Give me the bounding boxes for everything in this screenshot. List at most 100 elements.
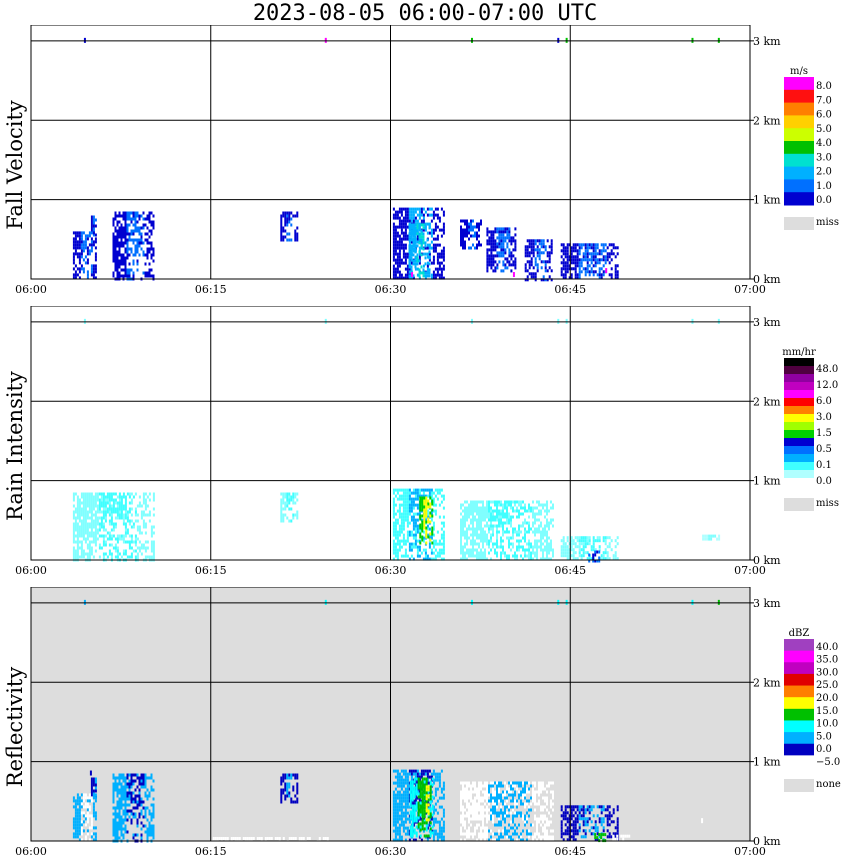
echo-cell xyxy=(496,539,498,543)
echo-cell xyxy=(136,244,139,248)
echo-cell xyxy=(130,773,133,777)
echo-cell xyxy=(426,274,429,278)
echo-cell xyxy=(440,533,443,537)
echo-cell xyxy=(544,557,546,561)
echo-cell xyxy=(82,805,85,809)
echo-cell xyxy=(122,268,125,272)
echo-cell xyxy=(486,781,488,785)
echo-cell xyxy=(421,824,424,828)
echo-cell xyxy=(500,823,502,827)
echo-cell xyxy=(90,546,93,550)
echo-cell xyxy=(594,559,597,563)
echo-cell xyxy=(136,211,139,215)
echo-cell xyxy=(496,784,498,788)
echo-cell xyxy=(542,533,544,537)
echo-cell xyxy=(110,516,113,520)
echo-cell xyxy=(88,243,91,247)
echo-cell xyxy=(80,820,83,824)
echo-cell xyxy=(124,256,127,260)
echo-cell xyxy=(282,229,285,233)
echo-cell xyxy=(122,833,125,837)
echo-cell xyxy=(420,265,423,269)
echo-cell xyxy=(136,250,139,254)
echo-cell xyxy=(424,210,427,214)
echo-cell xyxy=(534,515,536,519)
echo-cell xyxy=(138,217,141,221)
fall-velocity-panel: Fall Velocity 06:00 06:15 06:30 06:45 07:00 0… xyxy=(0,25,850,305)
echo-cell xyxy=(492,524,494,528)
echo-cell xyxy=(136,519,139,523)
echo-cell xyxy=(460,225,462,229)
echo-region xyxy=(280,773,299,804)
echo-cell xyxy=(425,792,428,796)
echo-cell xyxy=(402,781,405,785)
echo-cell xyxy=(528,272,531,276)
echo-cell xyxy=(404,796,407,800)
echo-cell xyxy=(402,796,405,800)
echo-cell xyxy=(530,557,532,561)
echo-cell xyxy=(280,214,283,218)
echo-cell xyxy=(140,510,143,514)
colorbar-label: 5.0 xyxy=(816,124,832,135)
echo-cell xyxy=(496,254,499,258)
echo-cell xyxy=(524,790,526,794)
echo-cell xyxy=(98,498,101,502)
colorbar-swatch xyxy=(784,470,814,479)
echo-cell xyxy=(498,524,500,528)
echo-cell xyxy=(494,500,496,504)
echo-cell xyxy=(414,256,417,260)
echo-cell xyxy=(586,249,589,253)
echo-cell xyxy=(460,518,462,522)
echo-cell xyxy=(88,826,91,830)
echo-cell xyxy=(434,557,437,561)
echo-cell xyxy=(112,501,115,505)
echo-cell xyxy=(142,217,145,221)
echo-cell xyxy=(502,239,505,243)
echo-cell xyxy=(292,516,295,520)
echo-cell xyxy=(506,814,508,818)
echo-cell xyxy=(426,255,429,259)
echo-cell xyxy=(404,775,407,779)
echo-cell xyxy=(406,494,409,498)
echo-cell xyxy=(494,551,496,555)
echo-cell xyxy=(413,804,416,808)
echo-cell xyxy=(128,274,131,278)
echo-cell xyxy=(436,237,439,241)
echo-cell xyxy=(472,521,474,525)
echo-cell xyxy=(496,554,498,558)
echo-region xyxy=(486,227,517,273)
echo-cell xyxy=(436,225,439,229)
echo-cell xyxy=(114,806,117,810)
echo-region xyxy=(524,239,553,282)
echo-cell xyxy=(98,510,101,514)
echo-cell xyxy=(526,799,528,803)
echo-cell xyxy=(116,824,119,828)
echo-cell xyxy=(425,532,428,536)
echo-cell xyxy=(538,539,540,543)
echo-cell xyxy=(132,791,135,795)
echo-cell xyxy=(413,828,416,832)
echo-cell xyxy=(588,246,591,250)
echo-cell xyxy=(116,495,119,499)
echo-cell xyxy=(528,254,531,258)
echo-cell xyxy=(418,228,421,232)
echo-cell xyxy=(576,243,579,247)
echo-cell xyxy=(536,548,538,552)
echo-cell xyxy=(572,246,575,250)
echo-cell xyxy=(132,241,135,245)
echo-cell xyxy=(411,789,414,793)
colorbar-swatch xyxy=(784,128,814,142)
echo-cell xyxy=(508,539,510,543)
echo-cell xyxy=(136,803,139,807)
echo-cell xyxy=(500,781,502,785)
echo-cell xyxy=(466,805,468,809)
echo-cell xyxy=(72,522,75,526)
echo-cell xyxy=(398,778,401,782)
echo-cell xyxy=(102,507,105,511)
echo-cell xyxy=(394,769,397,773)
echo-cell xyxy=(126,785,129,789)
echo-cell xyxy=(74,525,77,529)
echo-cell xyxy=(392,231,395,235)
y-tick-label: 3 km xyxy=(753,316,781,329)
echo-cell xyxy=(420,518,423,522)
